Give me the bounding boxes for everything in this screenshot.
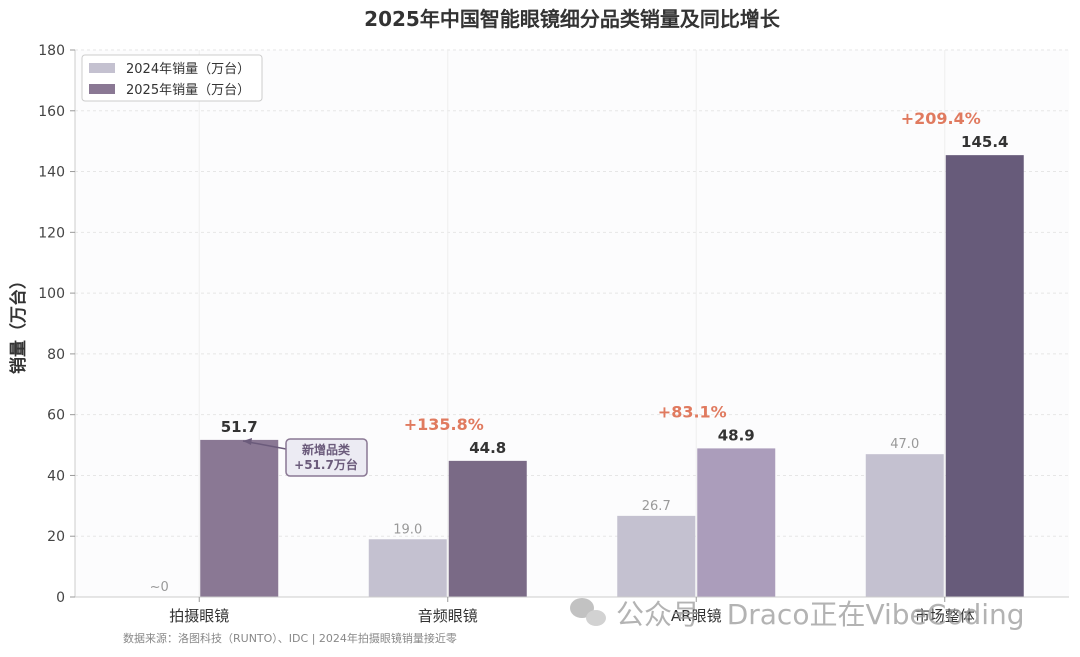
bar-2024 (368, 539, 447, 597)
chart-title: 2025年中国智能眼镜细分品类销量及同比增长 (364, 7, 781, 31)
y-tick-label: 40 (47, 468, 65, 484)
x-tick-label: AR眼镜 (671, 607, 722, 625)
y-tick-label: 20 (47, 529, 65, 545)
y-tick-label: 160 (38, 104, 65, 120)
bar-2025 (697, 448, 776, 597)
watermark-text: 公众号 · Draco正在VibeCoding (616, 598, 1025, 631)
legend-label-2024: 2024年销量（万台） (126, 62, 250, 77)
y-tick-label: 180 (38, 43, 65, 59)
bars (200, 155, 1024, 597)
y-tick-label: 120 (38, 225, 65, 241)
y-tick-label: 0 (56, 590, 65, 606)
x-tick-label: 市场整体 (915, 607, 975, 625)
y-tick-label: 60 (47, 408, 65, 424)
y-axis-label: 销量（万台） (8, 272, 29, 374)
legend-label-2025: 2025年销量（万台） (126, 83, 250, 98)
legend-swatch-2025 (89, 84, 115, 94)
legend-swatch-2024 (89, 63, 115, 73)
data-labels: ~0 51.7 19.0 44.8 +135.8% 26.7 48.9 +83.1% 47.0 1… (150, 109, 1009, 595)
annotation-box (285, 438, 368, 477)
data-label-2025: 145.4 (961, 133, 1008, 151)
data-label-2025: 51.7 (221, 418, 258, 436)
bar-2025 (200, 439, 279, 597)
bar-2024 (865, 454, 944, 597)
y-tick-label: 80 (47, 347, 65, 363)
data-label-2025: 48.9 (718, 426, 755, 444)
wechat-icon (570, 598, 606, 626)
x-axis-ticks: 拍摄眼镜 音频眼镜 AR眼镜 市场整体 (169, 597, 975, 625)
annotation-arrowhead (243, 438, 252, 445)
bar-2025 (945, 155, 1024, 597)
annotation: 新增品类 +51.7万台 (242, 438, 368, 477)
bar-2025 (448, 460, 527, 597)
y-tick-label: 140 (38, 165, 65, 181)
growth-label: +135.8% (404, 415, 484, 434)
legend: 2024年销量（万台） 2025年销量（万台） (81, 54, 263, 102)
x-tick-label: 拍摄眼镜 (169, 607, 229, 625)
data-label-2025: 44.8 (469, 439, 506, 457)
growth-label: +83.1% (658, 402, 727, 421)
y-tick-label: 100 (38, 286, 65, 302)
watermark: 公众号 · Draco正在VibeCoding (570, 598, 1025, 631)
growth-label: +209.4% (901, 109, 981, 128)
legend-box (81, 54, 263, 102)
x-tick-label: 音频眼镜 (418, 607, 478, 625)
bar-2024 (617, 515, 696, 597)
annotation-line-2: +51.7万台 (294, 457, 358, 472)
data-label-2024: ~0 (150, 580, 169, 595)
data-label-2024: 19.0 (393, 522, 422, 537)
y-axis-ticks: 0 20 40 60 80 100 120 140 160 180 (38, 43, 75, 606)
source-note: 数据来源：洛图科技（RUNTO）、IDC | 2024年拍摄眼镜销量接近零 (123, 631, 457, 645)
annotation-line-1: 新增品类 (302, 442, 351, 457)
data-label-2024: 26.7 (642, 499, 671, 514)
data-label-2024: 47.0 (890, 437, 919, 452)
